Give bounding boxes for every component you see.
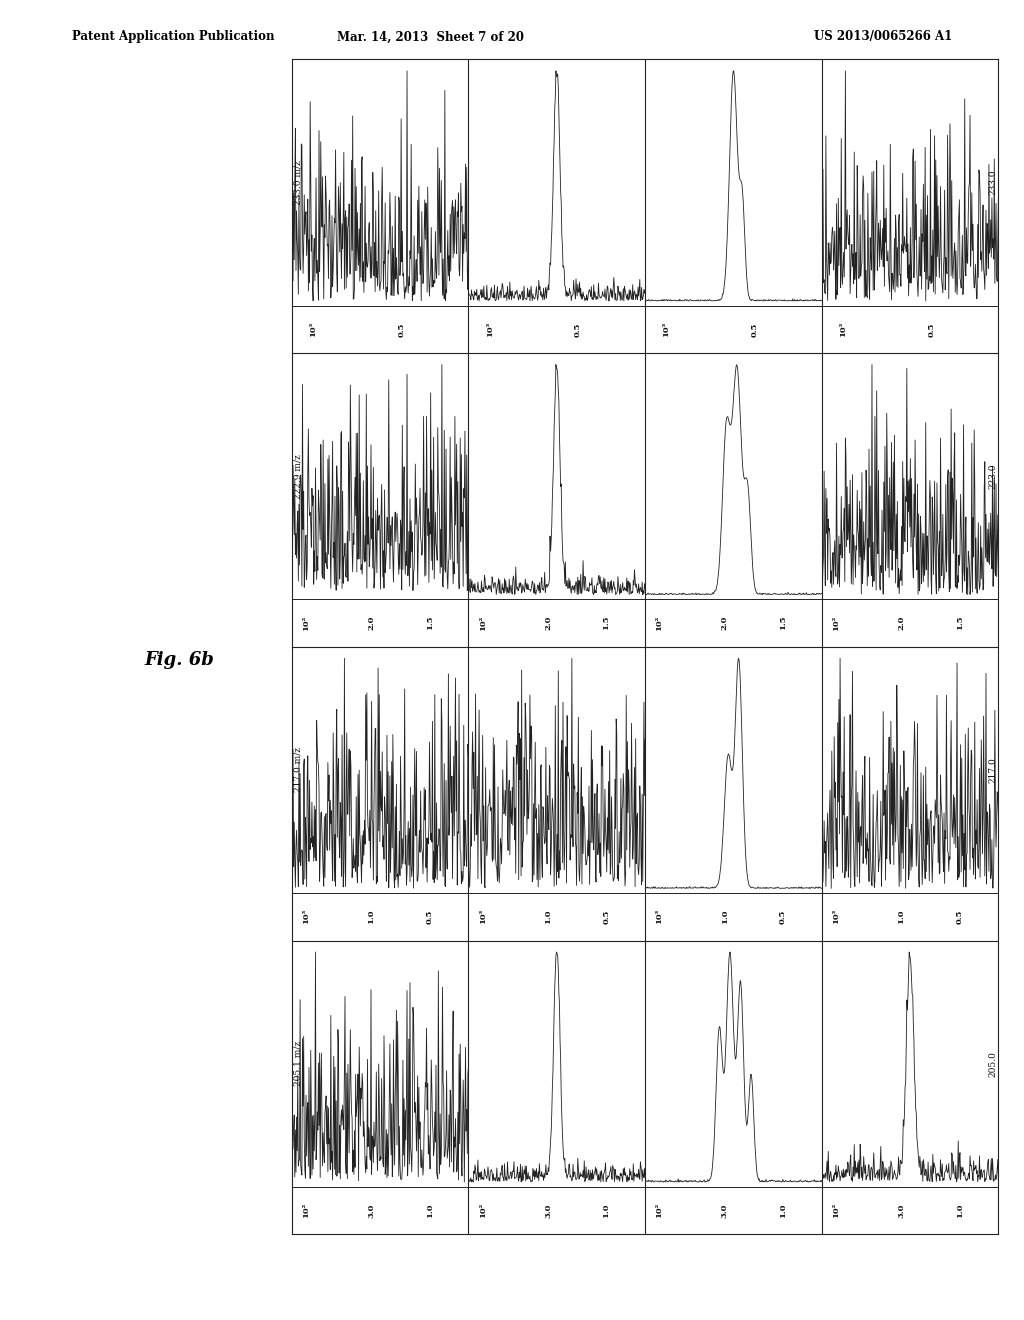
Text: 1.0: 1.0 (368, 909, 376, 924)
Text: 10³: 10³ (831, 909, 840, 924)
Text: 10³: 10³ (485, 322, 494, 337)
Text: 1.0: 1.0 (426, 1204, 433, 1217)
Text: 223.0: 223.0 (988, 463, 997, 488)
Text: 10³: 10³ (302, 909, 310, 924)
Text: 10³: 10³ (309, 322, 317, 337)
Text: 2.0: 2.0 (544, 616, 552, 630)
Text: 1.0: 1.0 (779, 1204, 786, 1217)
Text: 1.0: 1.0 (602, 1204, 610, 1217)
Text: 1.5: 1.5 (779, 616, 786, 630)
Text: 1.5: 1.5 (426, 616, 433, 630)
Text: 10²: 10² (478, 615, 486, 631)
Text: 2.0: 2.0 (721, 616, 729, 630)
Text: 10²: 10² (831, 615, 840, 631)
Text: 10²: 10² (655, 1203, 664, 1218)
Text: 233.0 m/z: 233.0 m/z (294, 160, 303, 205)
Text: 1.0: 1.0 (721, 909, 729, 924)
Text: 10²: 10² (478, 1203, 486, 1218)
Text: 10²: 10² (831, 1203, 840, 1218)
Text: 3.0: 3.0 (897, 1204, 905, 1217)
Text: 10²: 10² (302, 1203, 310, 1218)
Text: 205.1 m/z: 205.1 m/z (294, 1041, 303, 1086)
Text: Patent Application Publication: Patent Application Publication (72, 30, 274, 44)
Text: 10³: 10³ (663, 322, 671, 337)
Text: 0.5: 0.5 (779, 909, 786, 924)
Text: 10³: 10³ (655, 909, 664, 924)
Text: 2.0: 2.0 (368, 616, 376, 630)
Text: 0.5: 0.5 (426, 909, 433, 924)
Text: 0.5: 0.5 (955, 909, 964, 924)
Text: 1.0: 1.0 (544, 909, 552, 924)
Text: 222.9 m/z: 222.9 m/z (294, 454, 303, 499)
Text: 1.0: 1.0 (897, 909, 905, 924)
Text: 217.0: 217.0 (988, 756, 997, 783)
Text: 0.5: 0.5 (602, 909, 610, 924)
Text: 1.5: 1.5 (602, 616, 610, 630)
Text: 3.0: 3.0 (721, 1204, 729, 1217)
Text: 217.0 m/z: 217.0 m/z (294, 747, 303, 792)
Text: 205.0: 205.0 (988, 1051, 997, 1077)
Text: US 2013/0065266 A1: US 2013/0065266 A1 (814, 30, 952, 44)
Text: 1.0: 1.0 (955, 1204, 964, 1217)
Text: 0.5: 0.5 (928, 322, 935, 337)
Text: 3.0: 3.0 (368, 1204, 376, 1217)
Text: 10³: 10³ (478, 909, 486, 924)
Text: 233.0: 233.0 (988, 170, 997, 195)
Text: 10²: 10² (302, 615, 310, 631)
Text: 10³: 10³ (839, 322, 847, 337)
Text: 2.0: 2.0 (897, 616, 905, 630)
Text: 0.5: 0.5 (751, 322, 759, 337)
Text: 0.5: 0.5 (397, 322, 406, 337)
Text: 1.5: 1.5 (955, 616, 964, 630)
Text: 3.0: 3.0 (544, 1204, 552, 1217)
Text: 10²: 10² (655, 615, 664, 631)
Text: 0.5: 0.5 (574, 322, 582, 337)
Text: Mar. 14, 2013  Sheet 7 of 20: Mar. 14, 2013 Sheet 7 of 20 (337, 30, 523, 44)
Text: Fig. 6b: Fig. 6b (144, 651, 214, 669)
